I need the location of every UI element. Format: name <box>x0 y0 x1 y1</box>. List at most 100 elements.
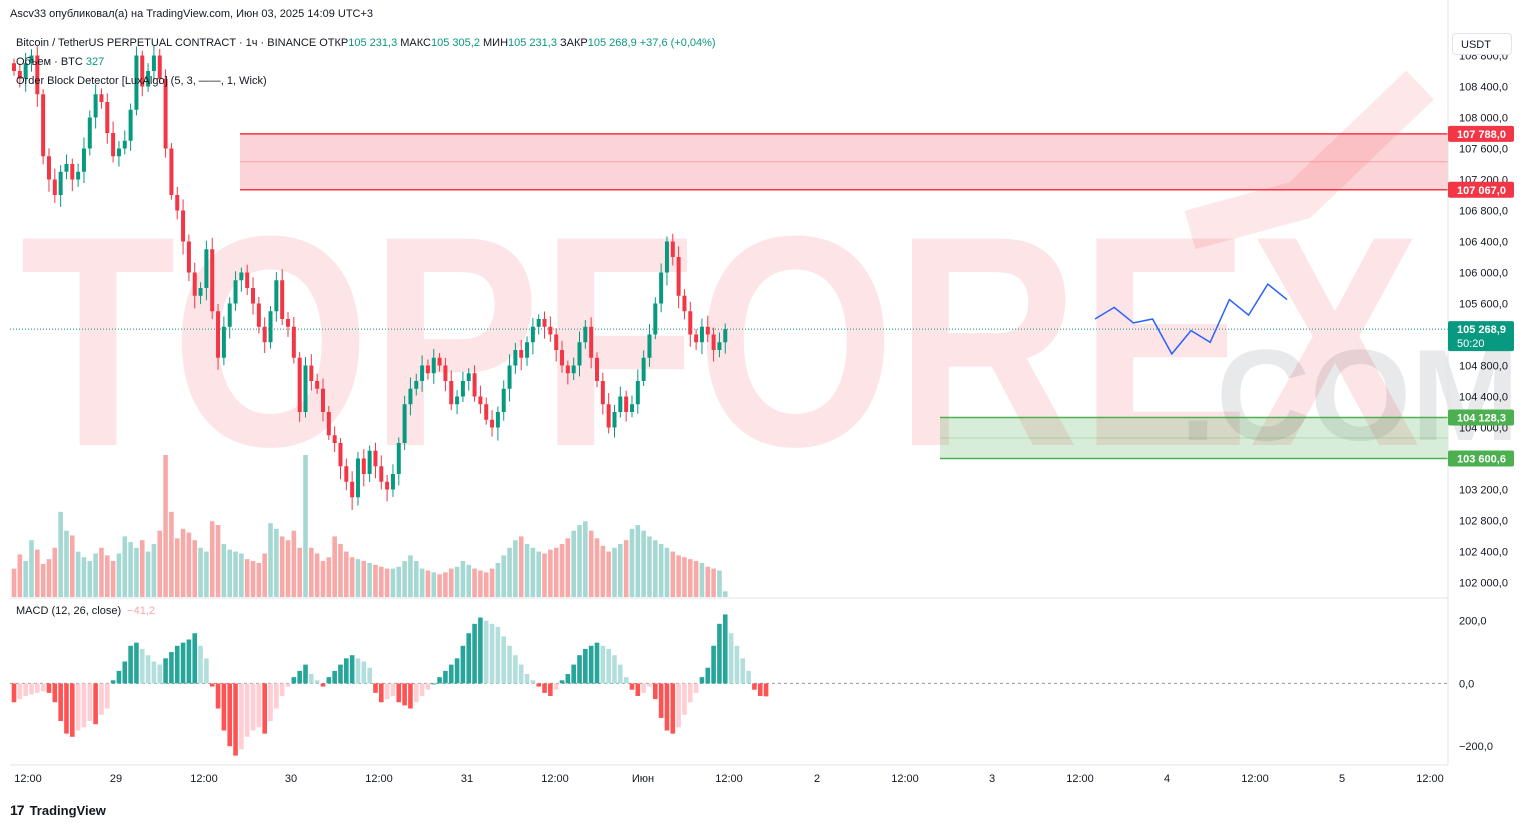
volume-bar <box>58 511 63 597</box>
macd-bar <box>746 670 751 684</box>
volume-bar <box>705 566 711 597</box>
chart-legend: Bitcoin / TetherUS PERPETUAL CONTRACT · … <box>16 34 716 91</box>
candle-body <box>612 412 617 428</box>
volume-bar <box>221 543 227 597</box>
macd-bar <box>623 677 629 684</box>
tradingview-footer[interactable]: 17 TradingView <box>10 802 106 818</box>
currency-button[interactable]: USDT <box>1452 33 1512 55</box>
volume-bar <box>507 547 512 597</box>
candle-body <box>548 326 553 335</box>
price-tick-label: 103 200,0 <box>1459 485 1508 497</box>
change-value: +37,6 (+0,04%) <box>639 37 716 49</box>
candle-body <box>280 280 285 319</box>
volume-bar <box>373 564 378 597</box>
volume-bar <box>262 553 267 597</box>
open-label: ОТКР <box>319 37 349 49</box>
macd-bar <box>52 683 58 703</box>
candle-body <box>717 342 722 350</box>
volume-label[interactable]: Объем · BTC <box>16 56 83 68</box>
candle-body <box>122 140 127 149</box>
macd-bar <box>303 664 308 684</box>
volume-bar <box>297 547 302 597</box>
macd-bar <box>297 670 302 684</box>
macd-tick-label: −200,0 <box>1459 741 1493 753</box>
price-tick-label: 106 400,0 <box>1459 237 1508 249</box>
price-tag-countdown: 50:20 <box>1457 338 1485 350</box>
volume-bar <box>460 561 466 597</box>
candle-body <box>297 357 302 412</box>
macd-bar <box>291 677 297 684</box>
macd-bar <box>174 645 180 684</box>
price-tag-label: 104 128,3 <box>1457 413 1506 425</box>
candles[interactable] <box>12 44 728 510</box>
candle-body <box>291 326 296 358</box>
candle-body <box>134 55 139 110</box>
volume-bar <box>75 551 81 597</box>
volume-bar <box>513 540 518 597</box>
macd-bar <box>658 683 664 718</box>
price-tick-label: 107 600,0 <box>1459 144 1508 156</box>
macd-bar <box>239 683 244 750</box>
volume-bar <box>23 561 28 597</box>
candle-body <box>583 326 588 343</box>
candle-body <box>221 326 226 358</box>
volume-bar <box>46 559 52 597</box>
macd-bar <box>134 642 139 684</box>
candle-body <box>571 365 576 374</box>
candle-body <box>530 326 535 343</box>
volume-bar <box>110 561 116 597</box>
projection-path <box>1094 282 1288 356</box>
macd-bar <box>728 633 734 684</box>
candle-body <box>635 381 640 405</box>
candle-body <box>350 481 355 498</box>
symbol-name[interactable]: Bitcoin / TetherUS PERPETUAL CONTRACT · … <box>16 37 317 49</box>
time-axis[interactable]: 12:00 29 12:00 30 12:00 31 12:00 Июн 12:00 2 12:00… <box>14 773 1444 785</box>
candle-body <box>484 404 489 420</box>
macd-legend[interactable]: MACD (12, 26, close) −41,2 <box>16 605 155 617</box>
volume-bar <box>542 553 547 597</box>
macd-bar <box>734 645 740 684</box>
macd-bar <box>699 677 705 684</box>
volume-bar <box>303 455 308 597</box>
macd-bar <box>437 677 442 684</box>
macd-bar <box>635 683 641 696</box>
time-tick-label: 4 <box>1164 773 1170 785</box>
volume-bar <box>413 561 419 597</box>
macd-bar <box>87 683 93 722</box>
macd-bar <box>542 683 547 693</box>
volume-bar <box>87 561 93 597</box>
candle-body <box>303 365 308 412</box>
macd-bar <box>250 683 256 731</box>
candle-body <box>338 443 343 467</box>
volume-bar <box>99 547 104 597</box>
candle-body <box>169 148 174 195</box>
macd-bar <box>687 683 693 703</box>
candle-body <box>449 381 454 405</box>
macd-bar <box>104 683 110 709</box>
macd-bar <box>472 623 477 684</box>
volume-bar <box>355 559 361 597</box>
macd-bar <box>338 664 343 684</box>
volume-bar <box>268 523 273 597</box>
indicator-line[interactable]: Order Block Detector [LuxAlgo] (5, 3, ——… <box>16 75 267 87</box>
volume-bar <box>402 561 407 597</box>
volume-bar <box>285 540 291 597</box>
candle-body <box>536 319 541 327</box>
macd-bar <box>116 670 122 684</box>
candle-body <box>373 450 378 467</box>
candle-body <box>443 365 448 381</box>
candle-body <box>420 365 425 381</box>
macd-bar <box>309 674 314 684</box>
volume-bar <box>274 528 279 597</box>
candle-body <box>262 326 267 343</box>
macd-bar <box>664 683 670 731</box>
candle-body <box>647 334 652 358</box>
macd-bar <box>344 658 349 684</box>
macd-bar <box>413 683 419 703</box>
volume-bar <box>227 549 233 597</box>
volume-bar <box>128 542 133 597</box>
candle-body <box>385 481 390 490</box>
volume-bar <box>530 547 536 597</box>
